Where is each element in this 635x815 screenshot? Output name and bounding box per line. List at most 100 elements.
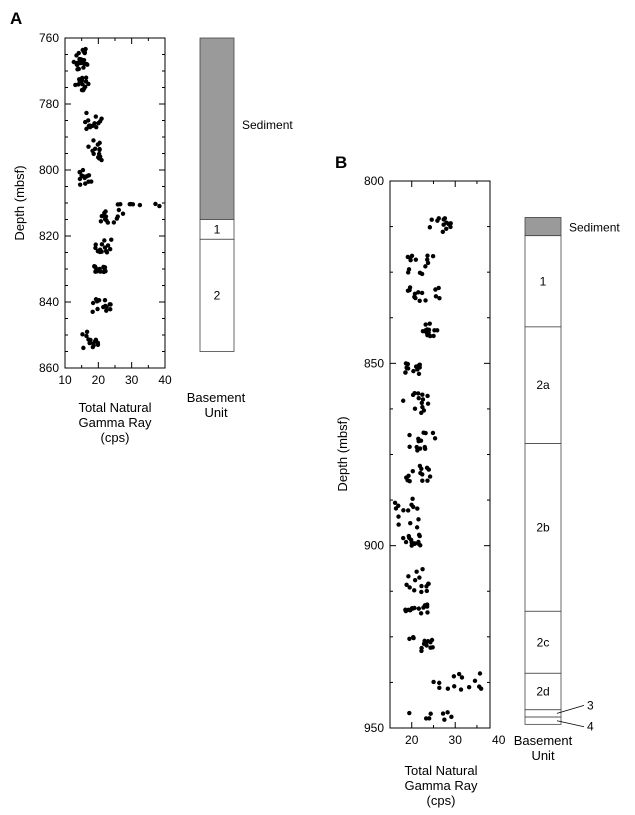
data-point <box>99 116 104 121</box>
data-point <box>445 686 451 691</box>
panel-a-data-points <box>71 46 162 351</box>
y-tick-label: 900 <box>364 539 384 553</box>
data-point <box>416 290 421 295</box>
unit-label: 2a <box>536 378 550 392</box>
data-point <box>400 398 406 403</box>
data-point <box>404 365 409 370</box>
unit-leader-line <box>556 705 585 714</box>
data-point <box>425 260 431 266</box>
data-point <box>410 496 415 502</box>
panel-b-label: B <box>335 153 347 172</box>
data-point <box>120 211 126 216</box>
panel-a-basement-units: Sediment 1 2 <box>199 37 293 352</box>
data-point <box>90 309 95 314</box>
panel-b-x-ticks: 20 30 40 <box>389 181 506 747</box>
data-point <box>425 610 430 615</box>
data-point <box>99 213 104 219</box>
data-point <box>430 645 435 650</box>
data-point <box>427 321 432 326</box>
unit-box <box>524 672 562 711</box>
data-point <box>415 391 421 396</box>
data-point <box>412 588 417 593</box>
data-point <box>424 327 430 332</box>
data-point <box>437 295 442 301</box>
data-point <box>412 291 418 296</box>
panel-a-x-axis-title-line3: (cps) <box>101 430 130 445</box>
data-point <box>76 82 81 87</box>
data-point <box>431 679 436 685</box>
data-point <box>429 217 434 222</box>
data-point <box>433 294 439 299</box>
data-point <box>420 566 425 572</box>
y-tick-label: 950 <box>364 721 384 735</box>
data-point <box>451 674 457 679</box>
data-point <box>86 179 91 184</box>
data-point <box>414 525 420 530</box>
data-point <box>95 342 101 347</box>
x-tick-label: 40 <box>492 733 506 747</box>
unit-label: 2c <box>537 635 550 649</box>
data-point <box>84 329 90 334</box>
data-point <box>153 201 158 207</box>
unit-label: 4 <box>587 720 594 734</box>
data-point <box>92 339 98 344</box>
y-tick-label: 820 <box>39 229 59 243</box>
data-point <box>442 717 447 722</box>
data-point <box>418 438 424 443</box>
data-point <box>130 202 136 207</box>
data-point <box>418 543 423 548</box>
data-point <box>440 711 446 716</box>
unit-label: 1 <box>214 222 221 236</box>
panel-b-x-axis-title-line2: Gamma Ray <box>405 778 478 793</box>
panel-b-x-axis-title-line1: Total Natural <box>405 763 478 778</box>
unit-label: Sediment <box>569 221 620 235</box>
data-point <box>405 508 411 513</box>
data-point <box>437 680 442 686</box>
data-point <box>403 539 409 545</box>
data-point <box>104 308 109 313</box>
data-point <box>419 589 424 595</box>
data-point <box>420 392 425 397</box>
data-point <box>449 714 454 720</box>
unit-label: 1 <box>540 274 547 288</box>
unit-label: 2d <box>536 685 549 699</box>
data-point <box>91 138 96 143</box>
data-point <box>432 436 438 441</box>
data-point <box>392 500 398 506</box>
data-point <box>403 608 409 614</box>
y-tick-label: 800 <box>39 163 59 177</box>
unit-box <box>524 443 562 612</box>
data-point <box>425 393 430 399</box>
unit-box <box>524 716 562 725</box>
data-point <box>88 337 93 343</box>
data-point <box>466 684 472 690</box>
data-point <box>107 302 112 307</box>
data-point <box>77 169 83 175</box>
data-point <box>459 675 465 680</box>
data-point <box>96 151 102 157</box>
data-point <box>429 637 435 643</box>
data-point <box>83 75 89 80</box>
panel-a-label: A <box>10 9 22 28</box>
data-point <box>396 514 401 519</box>
panel-a-plot-frame <box>64 37 166 369</box>
data-point <box>77 182 83 187</box>
data-point <box>408 257 413 263</box>
data-point <box>452 684 457 689</box>
data-point <box>407 444 412 450</box>
y-tick-label: 800 <box>364 174 384 188</box>
data-point <box>416 395 421 401</box>
data-point <box>407 535 412 541</box>
data-point <box>426 581 431 587</box>
data-point <box>412 577 418 583</box>
data-point <box>103 248 109 254</box>
panel-a: A 760 780 800 820 840 860 10 20 30 40 Depth (mbs… <box>10 9 293 445</box>
data-point <box>103 303 108 309</box>
data-point <box>403 361 409 366</box>
data-point <box>414 569 419 574</box>
data-point <box>407 478 412 484</box>
unit-label: 2b <box>536 520 550 534</box>
data-point <box>94 299 100 304</box>
y-tick-label: 850 <box>364 356 384 370</box>
panel-b-plot: 800 850 900 950 20 30 40 <box>364 174 506 747</box>
